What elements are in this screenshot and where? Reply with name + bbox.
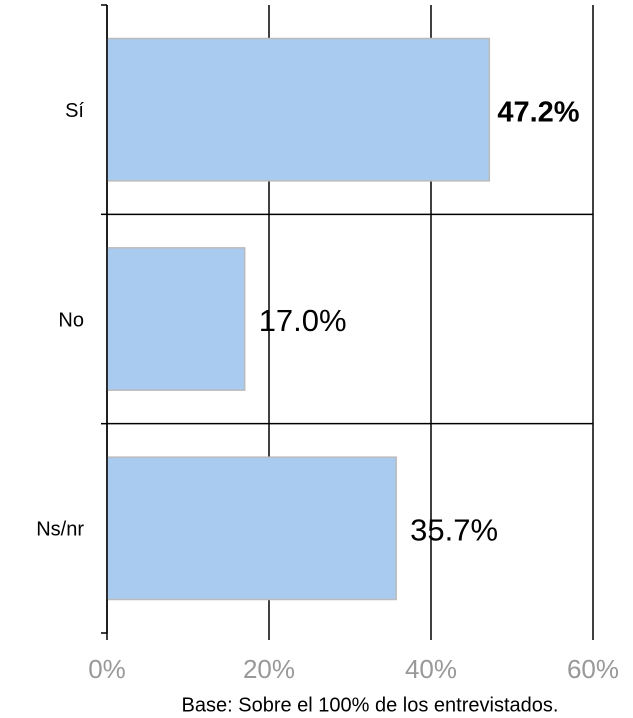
value-label: 35.7%: [410, 513, 498, 548]
y-tick-label: Sí: [65, 100, 84, 122]
bar: [106, 37, 491, 182]
value-label: 17.0%: [259, 303, 347, 338]
x-tick-label: 20%: [243, 654, 295, 684]
y-tick-label: No: [58, 309, 84, 331]
x-tick-label: 0%: [88, 654, 126, 684]
bar: [106, 456, 397, 601]
value-label: 47.2%: [497, 96, 579, 128]
x-tick-label: 40%: [405, 654, 457, 684]
bar: [106, 247, 246, 391]
y-tick-label: Ns/nr: [36, 519, 84, 541]
footnote: Base: Sobre el 100% de los entrevistados…: [182, 694, 559, 716]
x-tick-label: 60%: [567, 654, 619, 684]
